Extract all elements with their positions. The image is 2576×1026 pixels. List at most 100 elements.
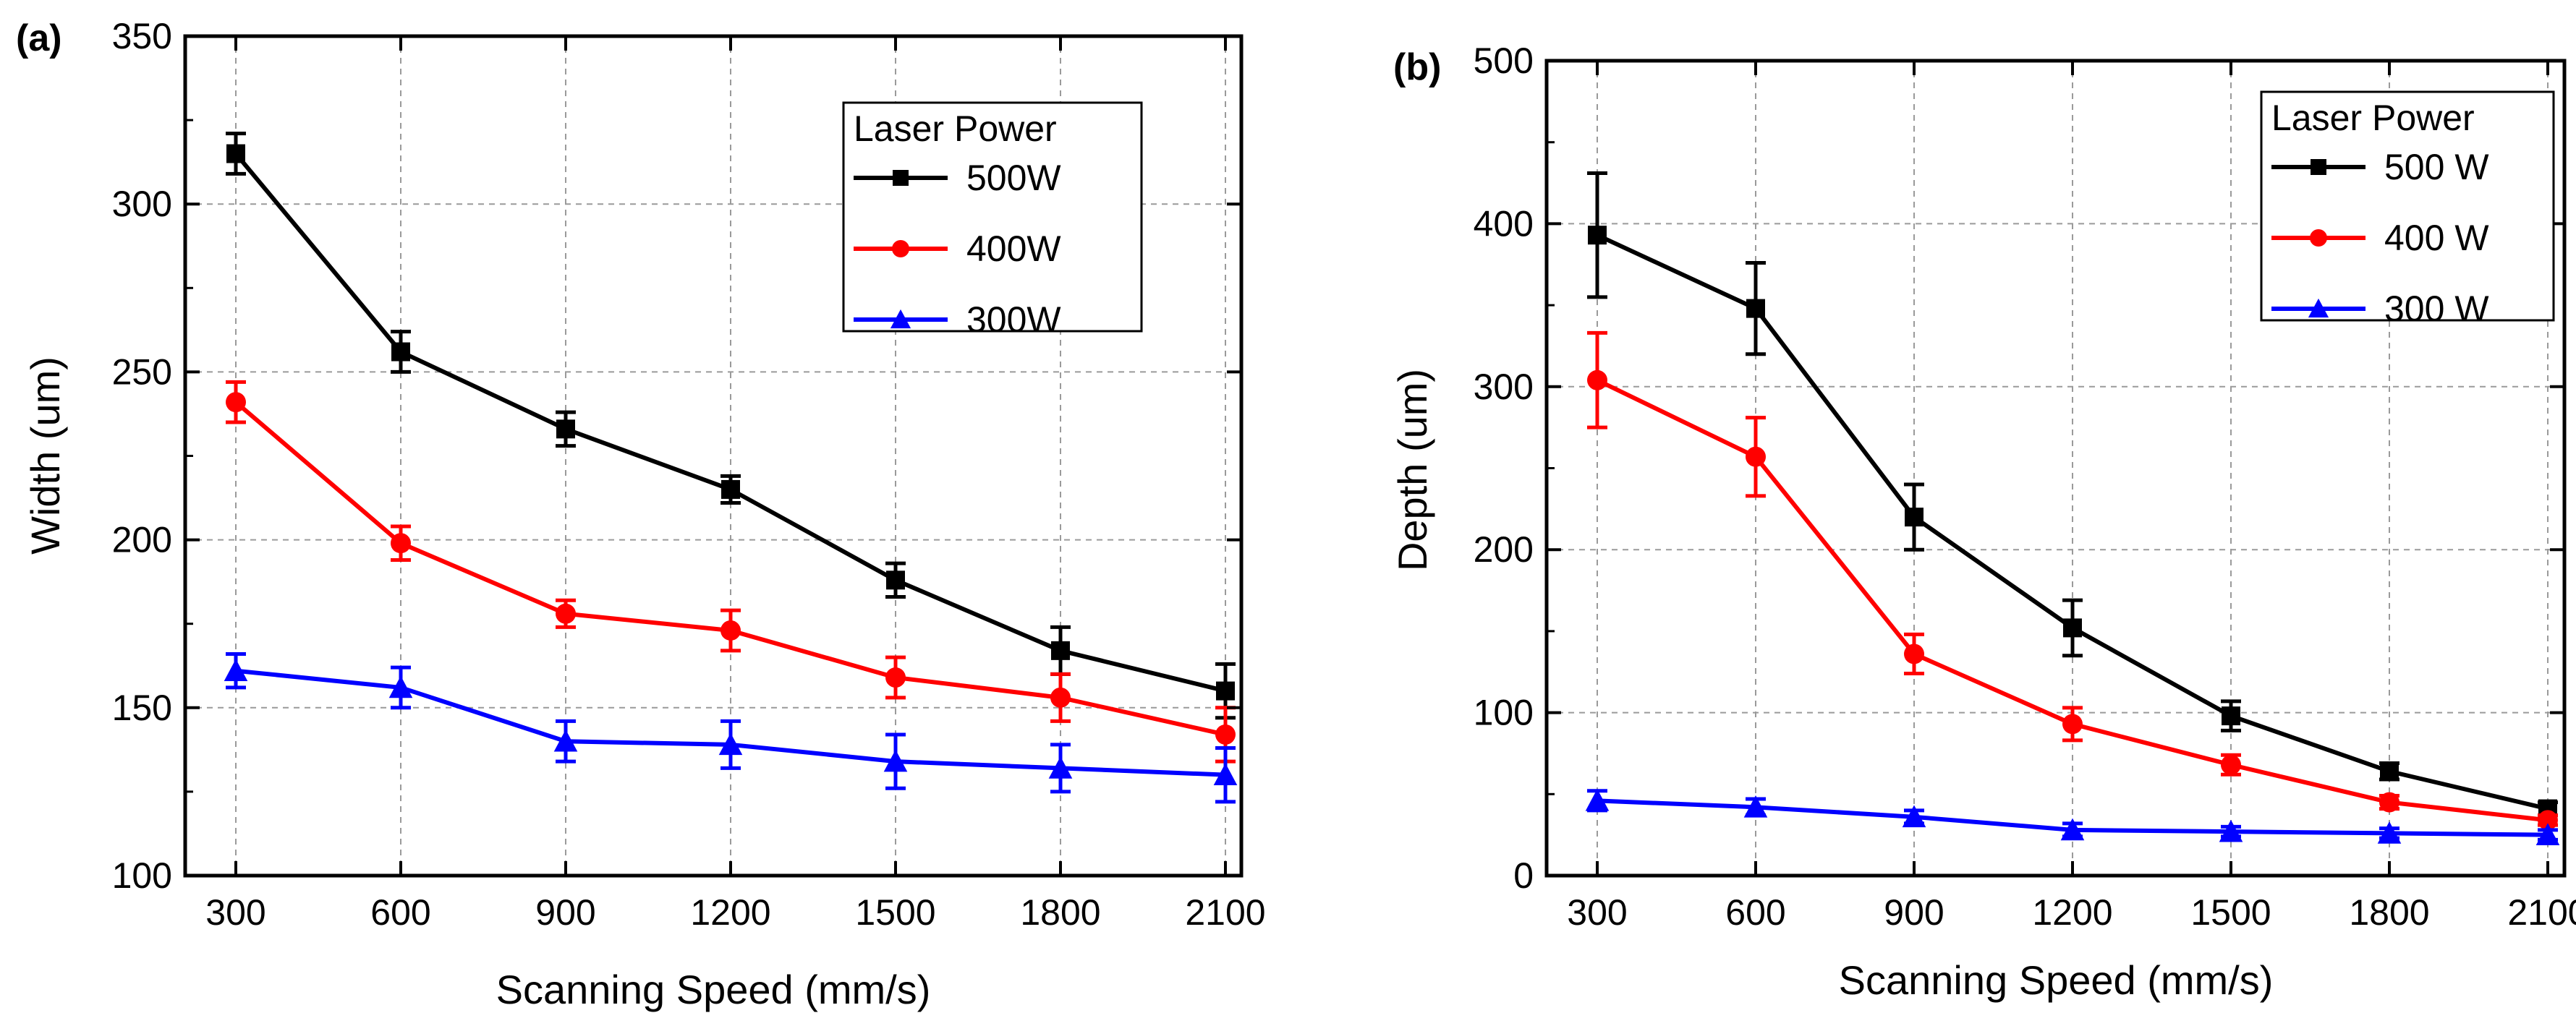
- panel-b-legend-entry: 400 W: [2271, 218, 2489, 258]
- panel-a-x-tick-label: 900: [535, 892, 595, 933]
- panel-b-ticks: [1547, 59, 2564, 877]
- panel-b-data-point: [2379, 792, 2399, 813]
- panel-b-x-tick-label: 2100: [2507, 892, 2576, 933]
- panel-b-y-tick-label: 400: [1474, 203, 1534, 244]
- panel-b-data-point: [2063, 618, 2082, 638]
- panel-a-data-point: [1213, 763, 1238, 785]
- panel-b-data-point: [1904, 644, 1924, 664]
- panel-b-data-point: [2221, 754, 2241, 775]
- panel-a-ticks: [185, 35, 1241, 877]
- panel-a-legend-marker: [890, 309, 911, 329]
- panel-a-label: (a): [16, 17, 62, 59]
- panel-a-x-tick-label: 600: [370, 892, 430, 933]
- panel-a-legend-label: 500W: [966, 158, 1061, 198]
- panel-a-legend-entry: 400W: [854, 228, 1061, 269]
- panel-a-legend-entry: 500W: [854, 158, 1061, 198]
- panel-b-x-tick-label: 300: [1567, 892, 1627, 933]
- panel-b-data-point: [2222, 706, 2240, 726]
- panel-a-data-point: [720, 620, 741, 641]
- panel-a-legend-box: [842, 101, 1143, 333]
- panel-b-y-tick-label: 100: [1474, 693, 1534, 733]
- panel-b-y-tick-label: 300: [1474, 367, 1534, 407]
- panel-a-width-chart: (a) 300 600 900 1200 1500 1800 2100 100 150 200 2…: [16, 16, 1266, 1012]
- panel-b-data-point: [1902, 805, 1926, 828]
- panel-b-x-tick-labels: 300 600 900 1200 1500 1800 2100: [1567, 892, 2576, 933]
- panel-a-legend-marker: [893, 170, 909, 186]
- panel-a-legend-label: 300W: [966, 299, 1061, 340]
- panel-b-legend: Laser Power 500 W 400 W 300 W: [2260, 90, 2555, 329]
- panel-b-x-axis-title: Scanning Speed (mm/s): [1839, 957, 2274, 1003]
- panel-b-data-point: [2060, 818, 2085, 841]
- panel-b-x-tick-label: 900: [1884, 892, 1944, 933]
- panel-a-data-point: [388, 675, 413, 698]
- panel-a-data-point: [391, 342, 410, 362]
- panel-b-legend-label: 400 W: [2384, 218, 2489, 258]
- panel-a-data-point: [1051, 641, 1070, 660]
- panel-b-y-tick-label: 0: [1513, 855, 1534, 896]
- panel-b-label: (b): [1393, 46, 1441, 88]
- panel-b-data-point: [1746, 446, 1766, 467]
- panel-a-x-tick-labels: 300 600 900 1200 1500 1800 2100: [205, 892, 1265, 933]
- panel-a-x-tick-label: 1500: [855, 892, 935, 933]
- panel-a-legend: Laser Power 500W 400W 300W: [842, 101, 1143, 340]
- panel-a-data-point: [226, 144, 245, 163]
- panel-b-data-point: [1743, 795, 1768, 818]
- panel-a-y-tick-label: 200: [112, 520, 172, 560]
- panel-b-data-point: [1588, 226, 1607, 245]
- panel-b-legend-title: Laser Power: [2271, 98, 2475, 138]
- panel-a-series: [224, 132, 1238, 804]
- panel-a-x-tick-label: 300: [205, 892, 265, 933]
- panel-b-legend-box: [2260, 90, 2555, 322]
- panel-b-data-point: [2538, 810, 2558, 831]
- panel-b-y-axis-title: Depth (um): [1390, 369, 1435, 571]
- panel-b-y-tick-label: 200: [1474, 529, 1534, 570]
- panel-a-data-point: [883, 749, 908, 772]
- panel-a-data-point: [556, 419, 575, 439]
- panel-a-y-tick-label: 150: [112, 688, 172, 728]
- panel-a-legend-entries: 500W 400W 300W: [854, 158, 1061, 340]
- panel-a-legend-entry: 300W: [854, 299, 1061, 340]
- panel-a-y-tick-label: 300: [112, 184, 172, 224]
- panel-b-legend-entries: 500 W 400 W 300 W: [2271, 147, 2489, 329]
- panel-b-series: [1585, 171, 2560, 845]
- panel-b-data-point: [2219, 819, 2243, 842]
- panel-b-data-point: [1585, 789, 1610, 811]
- panel-a-data-point: [1048, 756, 1073, 779]
- panel-a-data-point: [226, 392, 246, 413]
- panel-a-data-point: [556, 603, 576, 624]
- panel-b-legend-marker: [2310, 229, 2327, 247]
- panel-b-legend-marker: [2308, 298, 2329, 318]
- panel-b-y-tick-labels: 0 100 200 300 400 500: [1474, 40, 1534, 896]
- panel-b-legend-label: 300 W: [2384, 288, 2489, 329]
- panel-b-legend-entry: 500 W: [2271, 147, 2489, 187]
- panel-a-x-axis-title: Scanning Speed (mm/s): [496, 967, 931, 1012]
- panel-a-data-point: [1216, 681, 1235, 701]
- panel-b-y-tick-label: 500: [1474, 40, 1534, 81]
- panel-b-data-point: [1905, 508, 1924, 527]
- panel-a-data-point: [718, 732, 743, 756]
- panel-b-x-tick-label: 600: [1725, 892, 1785, 933]
- panel-a-data-point: [1215, 724, 1236, 745]
- panel-b-data-point: [2535, 823, 2560, 845]
- panel-b-legend-entry: 300 W: [2271, 288, 2489, 329]
- panel-a-x-tick-label: 2100: [1185, 892, 1265, 933]
- panel-a-data-point: [1050, 687, 1071, 708]
- panel-a-y-tick-labels: 100 150 200 250 300 350: [112, 16, 172, 896]
- panel-a-data-point: [553, 729, 578, 752]
- panel-b-depth-chart: (b) 300 600 900 1200 1500 1800 2100 0 100 200 300…: [1390, 40, 2576, 1003]
- panel-a-data-point: [391, 533, 411, 554]
- panel-b-legend-label: 500 W: [2384, 147, 2489, 187]
- panel-a-x-tick-label: 1800: [1020, 892, 1100, 933]
- panel-b-data-point: [1587, 369, 1607, 390]
- panel-a-legend-label: 400W: [966, 228, 1061, 269]
- panel-b-data-point: [2380, 761, 2399, 781]
- panel-a-y-axis-title: Width (um): [22, 356, 68, 555]
- panel-b-x-tick-label: 1500: [2190, 892, 2271, 933]
- panel-a-x-tick-label: 1200: [690, 892, 770, 933]
- panel-b-data-point: [1746, 299, 1765, 318]
- panel-b-data-point: [2062, 714, 2083, 735]
- panel-a-legend-title: Laser Power: [854, 108, 1057, 149]
- panel-a-data-point: [885, 667, 906, 688]
- panel-a-y-tick-label: 250: [112, 351, 172, 392]
- panel-a-y-tick-label: 350: [112, 16, 172, 56]
